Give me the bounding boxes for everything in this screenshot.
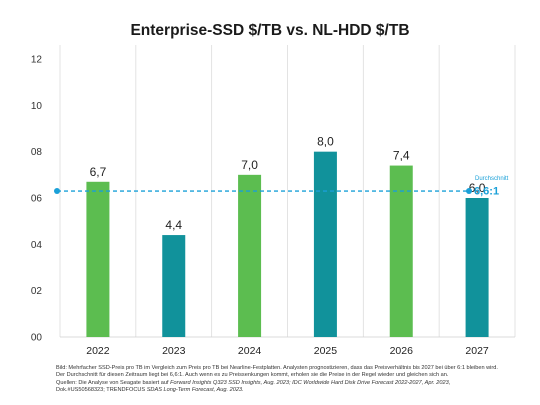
x-tick-label: 2023 <box>162 345 186 357</box>
labels-layer: 00 02 04 06 08 10 12 6,7 2022 4,4 2023 7,0 2024 8,0 20… <box>31 55 489 358</box>
x-tick-label: 2024 <box>238 345 262 357</box>
average-value-label: 6,6:1 <box>474 186 499 198</box>
y-tick-label: 12 <box>31 55 43 66</box>
average-marker-end <box>466 188 472 195</box>
y-tick-label: 08 <box>31 147 43 158</box>
data-label: 6,7 <box>90 165 107 179</box>
y-tick-label: 02 <box>31 286 43 297</box>
data-label: 8,0 <box>317 135 334 149</box>
footnote-line-4: Dok.#US50568323; TRENDFOCUS SDAS Long-Te… <box>56 387 536 394</box>
average-marker-start <box>54 188 60 195</box>
footnote-doc-italic: SDAS Long-Term Forecast, Aug. 2023. <box>146 387 244 394</box>
bar <box>389 165 413 337</box>
footnote: Bild: Mehrfacher SSD-Preis pro TB im Ver… <box>56 365 536 395</box>
bar <box>86 181 110 337</box>
bar <box>238 174 262 337</box>
footnote-line-1: Bild: Mehrfacher SSD-Preis pro TB im Ver… <box>56 365 498 371</box>
y-tick-label: 10 <box>31 101 43 112</box>
bar <box>313 151 337 337</box>
average-caption: Durchschnitt <box>475 176 509 182</box>
y-tick-label: 00 <box>31 333 43 344</box>
chart-title: Enterprise-SSD $/TB vs. NL-HDD $/TB <box>130 22 410 39</box>
footnote-sources-italic: Forward Insights Q323 SSD Insights, Aug.… <box>170 379 451 386</box>
x-tick-label: 2022 <box>86 345 110 357</box>
bar <box>465 198 489 337</box>
average-layer: Durchschnitt 6,6:1 <box>54 176 509 198</box>
footnote-line-3: Quellen: Die Analyse von Seagate basiert… <box>56 380 536 387</box>
data-label: 6,0 <box>469 181 486 195</box>
data-label: 4,4 <box>165 218 182 232</box>
bar <box>162 235 186 337</box>
bars-layer <box>86 151 489 337</box>
y-tick-label: 06 <box>31 194 43 205</box>
x-tick-label: 2027 <box>465 345 489 357</box>
footnote-line-2: Der Durchschnitt für diesen Zeitraum lie… <box>56 372 449 379</box>
y-tick-label: 04 <box>31 240 43 251</box>
data-label: 7,0 <box>241 158 258 172</box>
footnote-sources-prefix: Quellen: Die Analyse von Seagate basiert… <box>56 379 171 386</box>
footnote-doc-prefix: Dok.#US50568323; TRENDFOCUS <box>56 387 147 394</box>
x-tick-label: 2025 <box>314 345 338 357</box>
data-label: 7,4 <box>393 149 410 163</box>
x-tick-label: 2026 <box>390 345 414 357</box>
